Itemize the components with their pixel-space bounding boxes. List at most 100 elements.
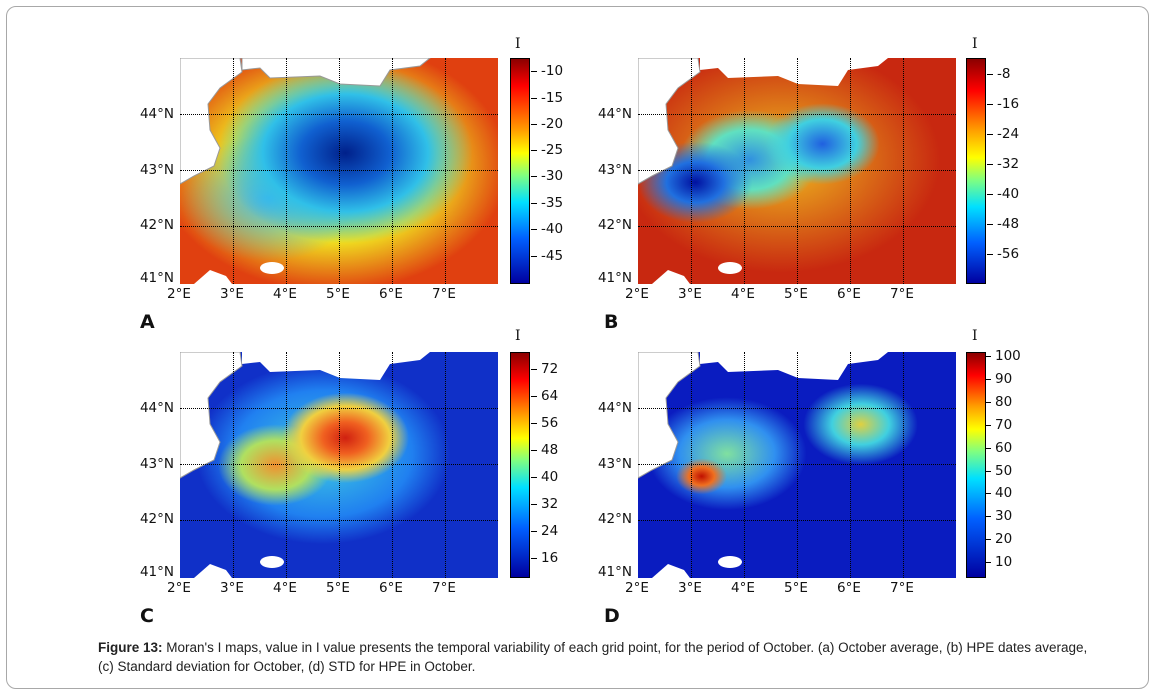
lon-label: 6°E [379, 286, 403, 302]
colorbar-tick: 32 [530, 496, 559, 512]
lat-label: 44°N [139, 400, 174, 416]
gridline [691, 352, 692, 578]
lat-label: 43°N [597, 162, 632, 178]
gridline [638, 520, 956, 521]
colorbar-tick: -25 [530, 142, 564, 158]
colorbar [510, 352, 530, 578]
lon-label: 6°E [379, 580, 403, 596]
colorbar-tick: 70 [984, 417, 1013, 433]
gridline [638, 464, 956, 465]
colorbar-tick: 20 [984, 531, 1013, 547]
lon-label: 4°E [273, 580, 297, 596]
gridline [744, 58, 745, 284]
lon-label: 4°E [731, 286, 755, 302]
lat-label: 41°N [597, 564, 632, 580]
map-c [180, 352, 498, 578]
colorbar-tick: 24 [530, 523, 559, 539]
colorbar-title: I [972, 36, 978, 52]
lon-label: 5°E [326, 286, 350, 302]
colorbar-tick: 90 [984, 371, 1013, 387]
colorbar-tick: -24 [986, 126, 1020, 142]
lon-label: 3°E [220, 580, 244, 596]
lon-label: 2°E [167, 286, 191, 302]
lon-label: 5°E [326, 580, 350, 596]
lon-label: 7°E [432, 286, 456, 302]
map-b [638, 58, 956, 284]
lat-label: 41°N [139, 564, 174, 580]
gridline [180, 170, 498, 171]
caption-text: Moran's I maps, value in I value present… [98, 640, 1088, 674]
gridline [797, 352, 798, 578]
gridline [445, 58, 446, 284]
colorbar-tick: -32 [986, 156, 1020, 172]
gridline [797, 58, 798, 284]
lon-label: 6°E [837, 286, 861, 302]
colorbar-tick: 50 [984, 463, 1013, 479]
lon-label: 5°E [784, 580, 808, 596]
gridline [286, 58, 287, 284]
lon-label: 2°E [625, 580, 649, 596]
gridline [339, 58, 340, 284]
lat-label: 43°N [597, 456, 632, 472]
colorbar [966, 58, 986, 284]
lon-label: 4°E [731, 580, 755, 596]
lon-label: 2°E [167, 580, 191, 596]
colorbar [966, 352, 986, 578]
colorbar-tick: -20 [530, 116, 564, 132]
colorbar-tick: 100 [985, 348, 1021, 364]
gridline [850, 352, 851, 578]
lat-label: 44°N [597, 106, 632, 122]
lat-label: 42°N [597, 217, 632, 233]
colorbar-tick: 40 [984, 485, 1013, 501]
colorbar-tick: -35 [530, 195, 564, 211]
colorbar-tick: -56 [986, 246, 1020, 262]
colorbar-tick: -40 [530, 221, 564, 237]
colorbar-tick: 56 [530, 415, 559, 431]
colorbar-title: I [515, 328, 521, 344]
colorbar-tick: 48 [530, 442, 559, 458]
colorbar-tick: 80 [984, 394, 1013, 410]
colorbar-tick: -30 [530, 168, 564, 184]
lon-label: 3°E [678, 580, 702, 596]
gridline [744, 352, 745, 578]
gridline [180, 114, 498, 115]
lat-label: 42°N [597, 511, 632, 527]
gridline [339, 352, 340, 578]
lon-label: 2°E [625, 286, 649, 302]
colorbar-tick: -15 [530, 90, 564, 106]
lon-label: 6°E [837, 580, 861, 596]
gridline [638, 170, 956, 171]
colorbar-tick: -40 [986, 186, 1020, 202]
colorbar-tick: 16 [530, 550, 559, 566]
gridline [286, 352, 287, 578]
colorbar-tick: -10 [530, 63, 564, 79]
lon-label: 7°E [432, 580, 456, 596]
gridline [392, 58, 393, 284]
lat-label: 41°N [597, 270, 632, 286]
lon-label: 7°E [890, 580, 914, 596]
colorbar [510, 58, 530, 284]
panel-letter: B [604, 311, 619, 333]
map-d [638, 352, 956, 578]
figure-caption: Figure 13: Moran's I maps, value in I va… [98, 638, 1088, 676]
gridline [233, 352, 234, 578]
colorbar-tick: 72 [530, 361, 559, 377]
panel-letter: C [140, 605, 154, 627]
gridline [180, 226, 498, 227]
colorbar-tick: -48 [986, 216, 1020, 232]
lat-label: 43°N [139, 162, 174, 178]
colorbar-tick: -8 [986, 66, 1011, 82]
gridline [850, 58, 851, 284]
gridline [445, 352, 446, 578]
panel-letter: A [140, 311, 155, 333]
lon-label: 3°E [678, 286, 702, 302]
caption-label: Figure 13: [98, 640, 163, 655]
colorbar-title: I [515, 36, 521, 52]
lon-label: 4°E [273, 286, 297, 302]
gridline [691, 58, 692, 284]
lat-label: 42°N [139, 217, 174, 233]
gridline [233, 58, 234, 284]
gridline [638, 226, 956, 227]
lon-label: 3°E [220, 286, 244, 302]
gridline [180, 408, 498, 409]
